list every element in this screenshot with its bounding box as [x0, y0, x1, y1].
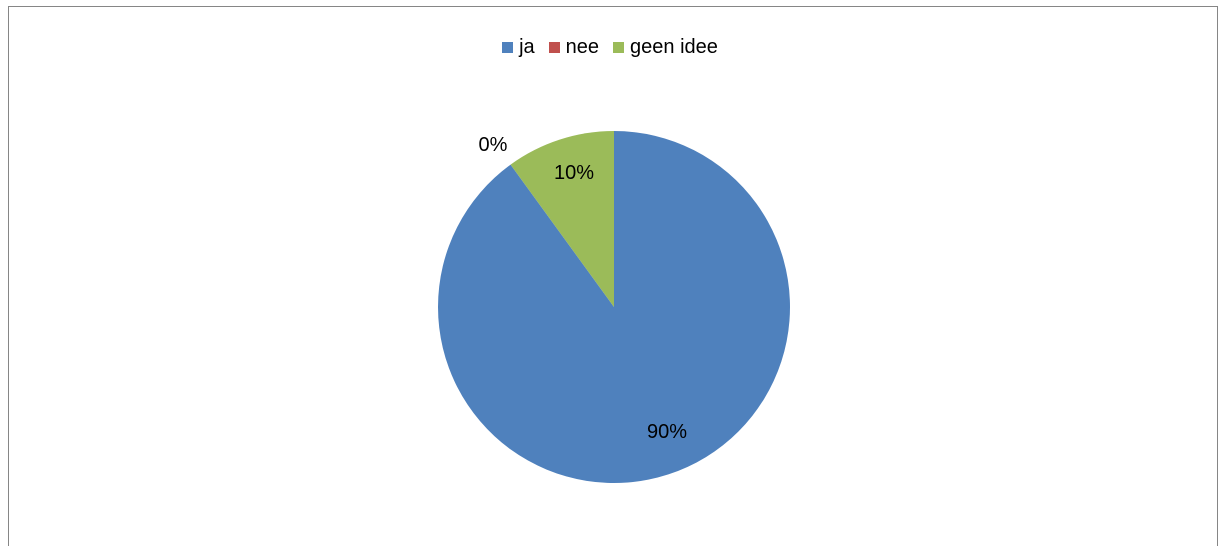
- legend-label-geen-idee: geen idee: [630, 36, 718, 58]
- legend-item-nee: nee: [548, 36, 600, 59]
- legend-item-geen-idee: geen idee: [613, 36, 718, 59]
- legend-swatch-geen-idee: [613, 42, 625, 53]
- pie-chart: 90% 0% 10%: [437, 131, 790, 484]
- data-label-nee: 0%: [479, 134, 508, 156]
- data-label-geen-idee: 10%: [554, 162, 594, 184]
- legend-swatch-nee: [548, 42, 560, 53]
- legend-item-ja: ja: [502, 36, 535, 59]
- pie-slice-geen-idee: [510, 131, 614, 307]
- legend: ja nee geen idee: [0, 36, 1220, 59]
- pie-slices: [437, 131, 790, 484]
- data-label-ja: 90%: [647, 421, 687, 443]
- legend-label-ja: ja: [519, 36, 535, 58]
- legend-swatch-ja: [502, 42, 514, 53]
- legend-label-nee: nee: [565, 36, 600, 58]
